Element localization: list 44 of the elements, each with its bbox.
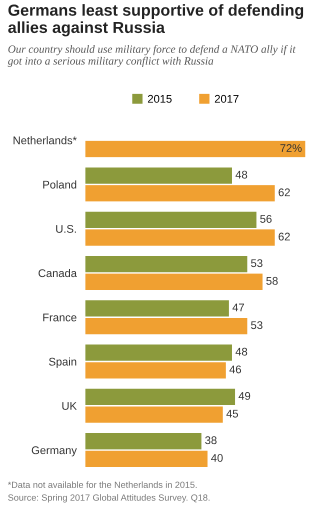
- bar: [85, 274, 263, 290]
- data-label: 38: [205, 436, 217, 444]
- bar: [85, 406, 223, 423]
- y-tick-label: France: [43, 314, 76, 322]
- bar: [85, 388, 236, 406]
- y-tick-label: Canada: [38, 268, 77, 278]
- bar: [85, 362, 226, 378]
- y-tick-label: UK: [62, 402, 77, 410]
- bar: [85, 140, 306, 158]
- data-label: 46: [229, 365, 242, 374]
- legend-label: 2015: [148, 94, 172, 103]
- bar: [85, 212, 256, 228]
- chart-subtitle: Our country should use military force to defend a NATO ally if it got into a serious military conflict with Russia: [8, 44, 296, 67]
- data-label: 62: [278, 188, 290, 196]
- y-tick-label: Netherlands*: [14, 136, 77, 144]
- bar: [85, 344, 232, 361]
- data-label: 45: [226, 410, 238, 418]
- y-tick-label: Germany: [32, 446, 77, 456]
- data-label: 72%: [280, 144, 302, 152]
- bar: [85, 450, 208, 468]
- y-tick-label: Spain: [49, 357, 76, 368]
- y-tick-label: Poland: [43, 180, 76, 189]
- bar: [85, 433, 202, 450]
- data-label: 53: [251, 259, 262, 268]
- source-note: Source: Spring 2017 Global Attitudes Survey. Q18.: [8, 494, 210, 503]
- bar: [85, 167, 232, 184]
- bar: [85, 256, 248, 272]
- text: *Data not available for the Netherlands in 2015.: [8, 481, 197, 488]
- data-label: 62: [278, 232, 290, 241]
- data-label: 49: [238, 392, 250, 400]
- bar: [85, 229, 275, 246]
- chart-title: Germans least supportive of defending allies against Russia: [8, 4, 304, 36]
- data-label: 40: [211, 454, 223, 462]
- y-tick-label: U.S.: [56, 224, 76, 233]
- data-label: 53: [251, 321, 262, 330]
- data-label: 56: [260, 214, 272, 223]
- bar: [85, 185, 275, 202]
- data-label: 48: [236, 170, 248, 179]
- data-label: 58: [266, 276, 278, 285]
- data-label: 47: [232, 304, 244, 312]
- bar: [85, 300, 229, 317]
- legend-label: 2017: [214, 94, 238, 103]
- bar: [85, 318, 248, 334]
- data-label: 48: [236, 348, 248, 356]
